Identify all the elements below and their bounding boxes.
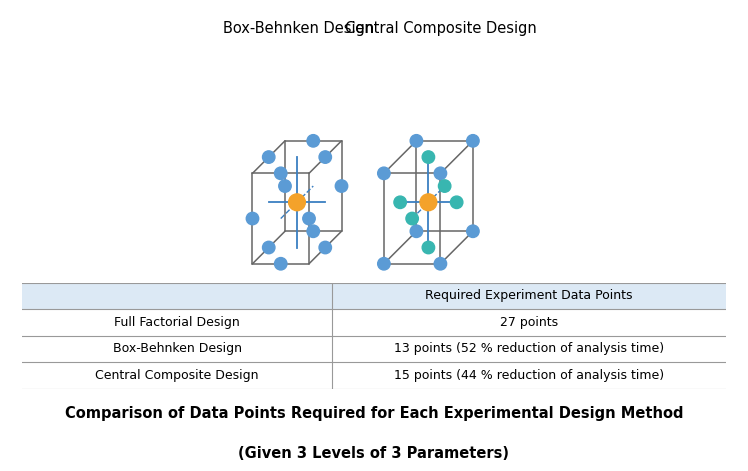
Circle shape [275, 167, 287, 179]
Circle shape [422, 241, 435, 254]
Circle shape [406, 212, 418, 225]
Text: 15 points (44 % reduction of analysis time): 15 points (44 % reduction of analysis ti… [393, 369, 663, 382]
Circle shape [438, 180, 451, 192]
Circle shape [410, 135, 423, 147]
Text: Comparison of Data Points Required for Each Experimental Design Method: Comparison of Data Points Required for E… [65, 406, 683, 421]
Circle shape [422, 151, 435, 163]
Circle shape [279, 180, 291, 192]
Text: Central Composite Design: Central Composite Design [96, 369, 259, 382]
Circle shape [410, 225, 423, 237]
Circle shape [319, 151, 331, 163]
Text: 13 points (52 % reduction of analysis time): 13 points (52 % reduction of analysis ti… [393, 342, 663, 355]
Circle shape [263, 151, 275, 163]
Circle shape [394, 196, 406, 209]
Circle shape [246, 212, 259, 225]
Text: Required Experiment Data Points: Required Experiment Data Points [425, 289, 633, 302]
Circle shape [434, 258, 447, 270]
FancyBboxPatch shape [22, 283, 332, 309]
Circle shape [335, 180, 348, 192]
Circle shape [263, 241, 275, 254]
Circle shape [289, 194, 305, 211]
FancyBboxPatch shape [332, 283, 726, 309]
Circle shape [467, 225, 479, 237]
Circle shape [319, 241, 331, 254]
Text: Box-Behnken Design: Box-Behnken Design [113, 342, 242, 355]
Circle shape [467, 135, 479, 147]
Circle shape [420, 194, 437, 211]
Circle shape [307, 225, 319, 237]
Text: Box-Behnken Design: Box-Behnken Design [224, 21, 375, 36]
Circle shape [450, 196, 463, 209]
Circle shape [303, 212, 315, 225]
Text: 27 points: 27 points [500, 316, 558, 329]
Circle shape [307, 135, 319, 147]
Circle shape [434, 167, 447, 179]
Text: (Given 3 Levels of 3 Parameters): (Given 3 Levels of 3 Parameters) [239, 446, 509, 461]
Circle shape [275, 258, 287, 270]
Circle shape [378, 167, 390, 179]
Text: Full Factorial Design: Full Factorial Design [114, 316, 240, 329]
Text: Central Composite Design: Central Composite Design [345, 21, 536, 36]
Circle shape [378, 258, 390, 270]
